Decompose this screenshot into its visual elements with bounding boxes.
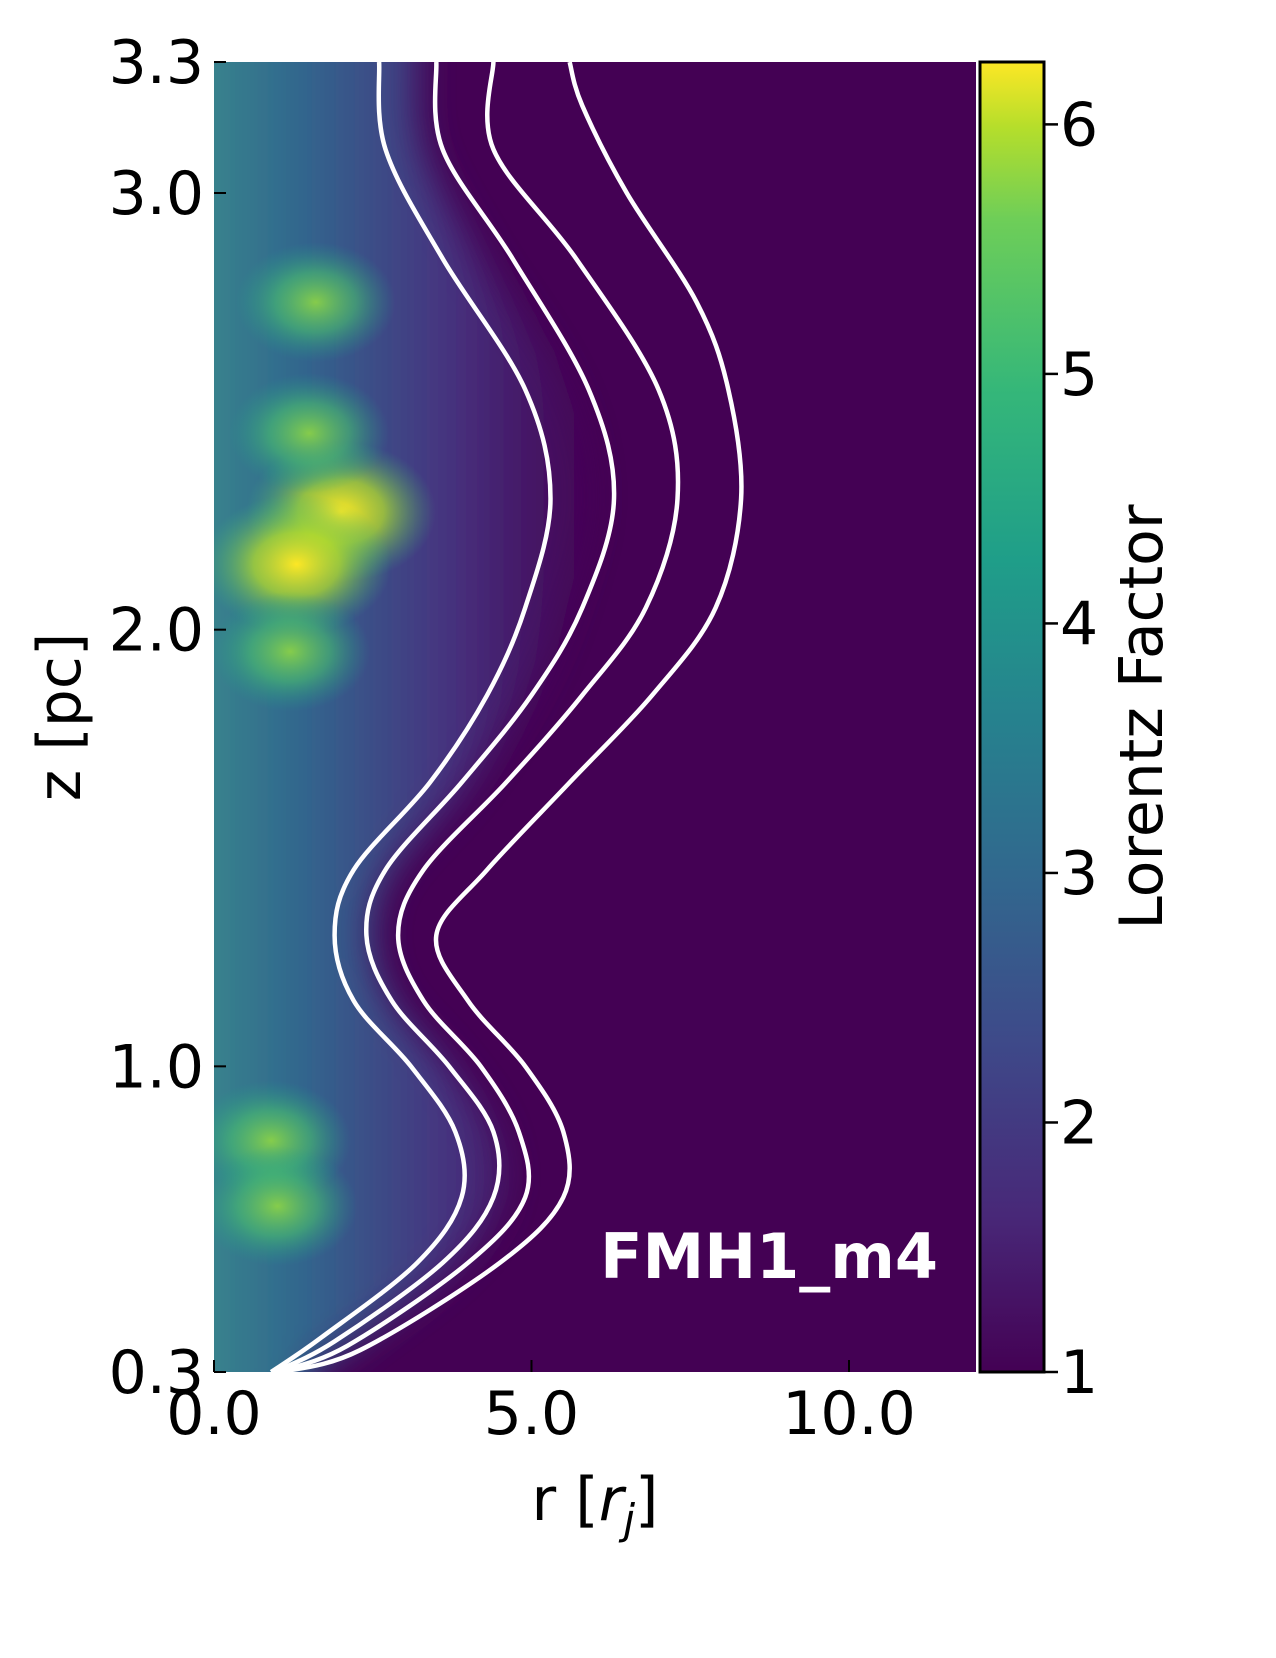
knot-4 bbox=[235, 242, 396, 363]
knot-5 bbox=[214, 591, 371, 712]
knot-7 bbox=[214, 1146, 358, 1267]
contour-line-4 bbox=[280, 62, 744, 1372]
colorbar-ticks: 1 2 3 4 5 6 bbox=[1044, 90, 1098, 1408]
x-tick-label: 0.0 bbox=[166, 1379, 261, 1449]
contour-line-3 bbox=[276, 62, 681, 1372]
jet-knots bbox=[214, 242, 436, 1267]
y-tick-label: 3.3 bbox=[109, 28, 204, 98]
colorbar-gradient bbox=[978, 60, 1046, 1374]
contour-lines bbox=[269, 62, 744, 1372]
colorbar-label: Lorentz Factor bbox=[1107, 504, 1177, 929]
y-axis-ticks: 0.3 1.0 2.0 3.0 3.3 bbox=[109, 28, 226, 1408]
x-axis-label: r [rj] bbox=[532, 1465, 659, 1544]
knot-3 bbox=[229, 373, 390, 494]
colorbar-tick-label: 5 bbox=[1060, 340, 1098, 410]
x-tick-label: 10.0 bbox=[782, 1379, 916, 1449]
colorbar-tick-label: 3 bbox=[1060, 839, 1098, 909]
colorbar-tick-label: 4 bbox=[1060, 589, 1098, 659]
colorbar: 1 2 3 4 5 6 Lorentz Factor bbox=[978, 60, 1177, 1408]
colorbar-tick-label: 6 bbox=[1060, 90, 1098, 160]
x-tick-label: 5.0 bbox=[484, 1379, 579, 1449]
plot-area: FMH1_m4 bbox=[214, 62, 976, 1372]
y-axis-label: z [pc] bbox=[25, 633, 95, 801]
x-axis-ticks: 0.0 5.0 10.0 bbox=[166, 1360, 916, 1449]
simulation-label: FMH1_m4 bbox=[600, 1220, 938, 1293]
contour-line-1 bbox=[269, 62, 553, 1372]
colorbar-tick-label: 1 bbox=[1060, 1338, 1098, 1408]
y-tick-label: 2.0 bbox=[109, 596, 204, 666]
y-tick-label: 3.0 bbox=[109, 159, 204, 229]
contour-line-2 bbox=[273, 62, 617, 1372]
colorbar-tick-label: 2 bbox=[1060, 1088, 1098, 1158]
y-tick-label: 1.0 bbox=[109, 1032, 204, 1102]
y-tick-label: 0.3 bbox=[109, 1338, 204, 1408]
